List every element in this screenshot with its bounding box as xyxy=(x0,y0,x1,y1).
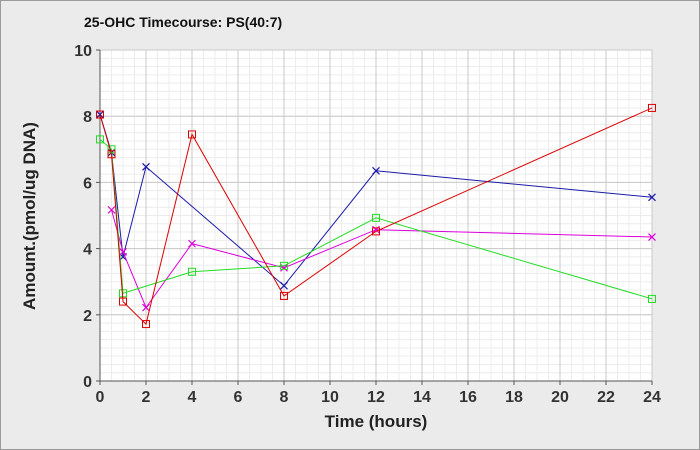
series-line xyxy=(99,139,653,300)
y-tick-label: 6 xyxy=(83,175,92,192)
grid xyxy=(99,49,653,382)
data-point-square xyxy=(372,213,380,222)
data-point-square xyxy=(96,110,104,119)
data-point-x xyxy=(142,162,150,171)
x-tick-label: 2 xyxy=(142,389,151,406)
chart-title: 25-OHC Timecourse: PS(40:7) xyxy=(84,14,282,30)
data-point-square xyxy=(648,294,656,303)
data-point-x xyxy=(142,303,150,312)
x-tick-label: 4 xyxy=(188,389,197,406)
x-tick-label: 18 xyxy=(505,389,523,406)
y-tick-label: 0 xyxy=(83,374,92,391)
data-point-x xyxy=(648,193,656,202)
data-point-square xyxy=(119,297,127,306)
x-tick-label: 24 xyxy=(643,389,661,406)
x-axis-label: Time (hours) xyxy=(325,412,428,431)
data-point-square xyxy=(96,135,104,144)
data-point-x xyxy=(648,233,656,241)
series-line xyxy=(99,107,653,326)
y-tick-label: 8 xyxy=(83,109,92,126)
x-tick-label: 22 xyxy=(597,389,615,406)
x-tick-label: 0 xyxy=(96,389,105,406)
data-point-square xyxy=(107,150,116,159)
data-point-x xyxy=(372,166,380,175)
data-point-square xyxy=(188,267,196,276)
data-point-square xyxy=(280,291,288,300)
data-point-square xyxy=(648,103,656,112)
series-3 xyxy=(96,135,656,303)
data-point-x xyxy=(280,281,288,290)
x-tick-label: 20 xyxy=(551,389,569,406)
data-point-square xyxy=(142,320,150,329)
y-axis-label: Amount.(pmol/ug DNA) xyxy=(20,122,39,310)
data-point-x xyxy=(119,247,127,256)
y-tick-label: 4 xyxy=(83,242,92,259)
y-tick-label: 2 xyxy=(83,308,92,325)
data-point-square xyxy=(372,227,380,236)
data-point-square xyxy=(280,261,288,270)
series-layer xyxy=(96,103,656,329)
x-tick-label: 16 xyxy=(459,389,477,406)
y-tick-label: 10 xyxy=(74,43,92,60)
data-point-square xyxy=(188,130,196,139)
x-tick-label: 14 xyxy=(413,389,431,406)
data-point-x xyxy=(188,239,196,248)
data-point-x xyxy=(107,205,116,214)
axes xyxy=(96,50,652,385)
x-tick-label: 6 xyxy=(234,389,243,406)
series-4 xyxy=(96,103,656,329)
x-tick-label: 8 xyxy=(280,389,289,406)
x-tick-label: 12 xyxy=(367,389,385,406)
x-tick-label: 10 xyxy=(321,389,339,406)
